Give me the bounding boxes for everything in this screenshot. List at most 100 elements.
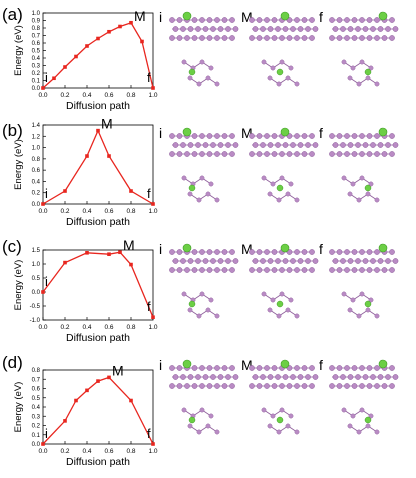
x-tick-label: 1.0 (148, 92, 157, 99)
series-line (42, 376, 154, 445)
annotation-start: i (45, 70, 48, 85)
structure-label: i (159, 357, 162, 373)
host-atom (309, 383, 315, 389)
host-atom (191, 133, 198, 139)
host-atom (301, 35, 308, 41)
y-tick-label: 1.4 (32, 123, 41, 129)
host-atom (389, 383, 395, 389)
host-atom (340, 142, 346, 148)
host-atom (366, 35, 373, 41)
host-atom (221, 267, 228, 273)
host-atom (285, 307, 291, 313)
host-atom (176, 267, 183, 273)
host-atom (309, 249, 315, 255)
structure-label: f (319, 357, 323, 373)
annotation-end: f (147, 299, 151, 314)
host-atom (169, 17, 175, 23)
host-atom (355, 26, 361, 32)
host-atom (309, 17, 315, 23)
host-atom (276, 197, 282, 203)
host-atom (260, 26, 266, 32)
host-atom (221, 35, 228, 41)
host-atom (305, 26, 311, 32)
structure-image (329, 243, 399, 319)
host-atom (279, 151, 285, 157)
data-point (96, 36, 100, 41)
host-atom (184, 267, 190, 273)
host-atom (249, 17, 255, 23)
host-atom (279, 383, 285, 389)
panel-label: (d) (2, 353, 23, 372)
host-atom (355, 142, 361, 148)
structure-label: M (241, 241, 253, 257)
host-atom (256, 151, 263, 157)
x-tick-label: 0.6 (104, 208, 113, 215)
x-axis-label: Diffusion path (66, 100, 130, 112)
host-atom (366, 365, 373, 371)
host-atom (206, 383, 213, 389)
host-atom (279, 407, 285, 413)
host-atom (368, 65, 374, 71)
host-atom (297, 142, 304, 148)
host-atom (344, 267, 350, 273)
data-point (107, 375, 111, 380)
host-atom (301, 365, 308, 371)
host-atom (347, 258, 354, 264)
host-atom (176, 249, 183, 255)
host-atom (199, 383, 205, 389)
y-tick-label: 0.5 (32, 49, 41, 55)
host-atom (187, 307, 193, 313)
host-atom (312, 142, 319, 148)
data-point (41, 202, 45, 206)
host-atom (389, 35, 395, 41)
host-atom (374, 365, 380, 371)
data-point (151, 86, 155, 90)
host-atom (279, 291, 285, 297)
host-atom (205, 307, 211, 313)
host-atom (252, 374, 259, 380)
host-atom (368, 297, 374, 303)
host-atom (184, 35, 190, 41)
host-atom (199, 291, 205, 297)
structure-image (169, 127, 239, 203)
host-atom (351, 17, 358, 23)
host-atom (366, 17, 373, 23)
host-atom (176, 35, 183, 41)
guest-atom (378, 127, 388, 137)
y-axis-label: Energy (eV) (13, 139, 24, 190)
host-atom (366, 267, 373, 273)
y-tick-label: 0.7 (32, 377, 41, 383)
host-atom (267, 142, 274, 148)
host-atom (301, 267, 308, 273)
host-atom (286, 35, 293, 41)
x-axis-label: Diffusion path (66, 456, 130, 468)
y-tick-label: 0.4 (32, 56, 41, 62)
data-point (151, 442, 155, 446)
host-atom (294, 133, 300, 139)
host-atom (294, 249, 300, 255)
x-tick-label: 0.4 (82, 448, 91, 455)
host-atom (370, 26, 376, 32)
host-atom (350, 181, 356, 187)
host-atom (288, 65, 294, 71)
annotation-start: i (45, 274, 48, 289)
host-atom (279, 35, 285, 41)
structure-label: f (319, 241, 323, 257)
host-atom (249, 249, 255, 255)
host-atom (169, 249, 175, 255)
guest-atom (364, 300, 372, 308)
series-line (42, 128, 154, 205)
host-atom (187, 258, 194, 264)
host-atom (370, 374, 376, 380)
host-atom (347, 423, 353, 429)
host-atom (206, 35, 213, 41)
host-atom (377, 26, 384, 32)
host-atom (350, 413, 356, 419)
host-atom (294, 365, 300, 371)
host-atom (347, 374, 354, 380)
host-atom (271, 267, 278, 273)
host-atom (332, 142, 339, 148)
host-atom (347, 307, 353, 313)
host-atom (199, 249, 205, 255)
host-atom (329, 249, 335, 255)
